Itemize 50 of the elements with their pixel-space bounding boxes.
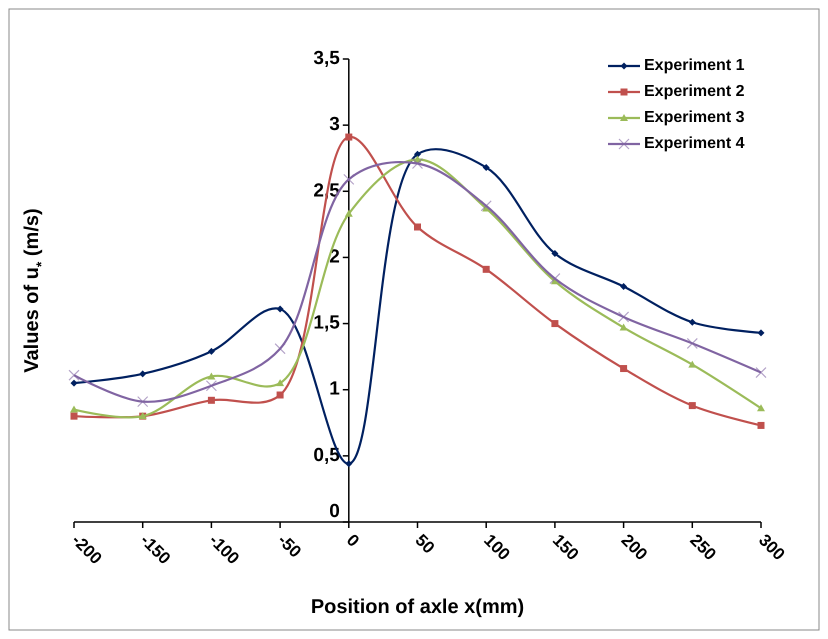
point — [620, 365, 628, 372]
point — [414, 150, 421, 158]
x-tick-label: -200 — [68, 530, 106, 568]
x-tick-label: 150 — [548, 530, 582, 564]
x-tick-label: -150 — [136, 530, 174, 568]
x-tick-label: 50 — [412, 530, 438, 558]
point — [688, 360, 696, 368]
point — [757, 404, 765, 412]
x-tick-label: 200 — [618, 530, 652, 564]
y-tick-label: 3 — [329, 114, 340, 136]
legend-label: Experiment 3 — [644, 109, 745, 126]
legend-label: Experiment 4 — [644, 135, 745, 152]
point — [758, 329, 764, 336]
point — [620, 283, 628, 290]
x-tick-label: 100 — [480, 530, 514, 564]
point — [345, 134, 352, 141]
x-tick-label: -50 — [274, 530, 305, 562]
point — [70, 406, 78, 413]
point — [345, 460, 352, 468]
y-tick-label: 3,5 — [313, 48, 340, 70]
point — [551, 250, 558, 257]
point — [207, 372, 216, 380]
point — [551, 320, 558, 328]
point — [414, 156, 422, 163]
point — [70, 412, 78, 420]
point — [688, 402, 696, 410]
x-tick-label: -100 — [205, 530, 243, 568]
point — [344, 210, 353, 217]
point — [414, 224, 421, 231]
point — [758, 422, 764, 429]
legend-label: Experiment 1 — [644, 57, 745, 74]
x-axis-title: Position of axle x(mm) — [310, 596, 524, 618]
point — [139, 370, 146, 378]
y-tick-label: 0,5 — [313, 444, 340, 466]
point — [482, 266, 490, 273]
x-tick-label: 300 — [755, 530, 788, 564]
point — [276, 379, 284, 386]
point — [482, 164, 490, 171]
point — [70, 380, 78, 387]
point — [688, 318, 696, 326]
x-tick-label: 250 — [686, 530, 720, 564]
legend-label: Experiment 2 — [644, 83, 745, 100]
point — [276, 306, 284, 313]
y-tick-label: 1,5 — [313, 312, 340, 334]
point — [276, 392, 284, 399]
point — [208, 396, 215, 404]
point — [208, 348, 215, 355]
x-tick-label: 0 — [342, 530, 363, 551]
y-tick-label: 1 — [329, 378, 340, 400]
y-tick-label: 0 — [329, 501, 340, 522]
